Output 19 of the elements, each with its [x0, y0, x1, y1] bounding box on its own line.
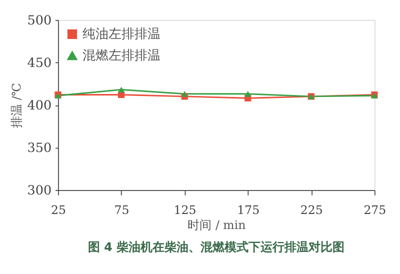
y-tick-label: 350: [27, 140, 52, 156]
y-tick-label: 500: [27, 13, 52, 28]
x-tick-label: 75: [114, 203, 130, 218]
y-tick-label: 450: [27, 56, 52, 71]
x-tick-label: 275: [364, 203, 386, 218]
y-axis-title: 排温 /℃: [9, 82, 24, 128]
x-axis-title: 时间 / min: [188, 218, 246, 232]
caption: 图 4 柴油机在柴油、混燃模式下运行排温对比图: [88, 240, 344, 254]
x-tick-label: 175: [237, 203, 260, 218]
x-tick-label: 225: [300, 203, 323, 218]
point: [181, 91, 188, 97]
x-tick-label: 25: [50, 203, 66, 218]
y-tick-label: 400: [27, 98, 52, 114]
legend-label: 混燃左排排温: [82, 48, 161, 64]
point: [118, 86, 125, 92]
legend-label: 纯油左排排温: [82, 27, 161, 42]
x-tick-label: 125: [174, 203, 196, 218]
point: [244, 91, 252, 97]
y-tick-label: 300: [27, 183, 52, 198]
